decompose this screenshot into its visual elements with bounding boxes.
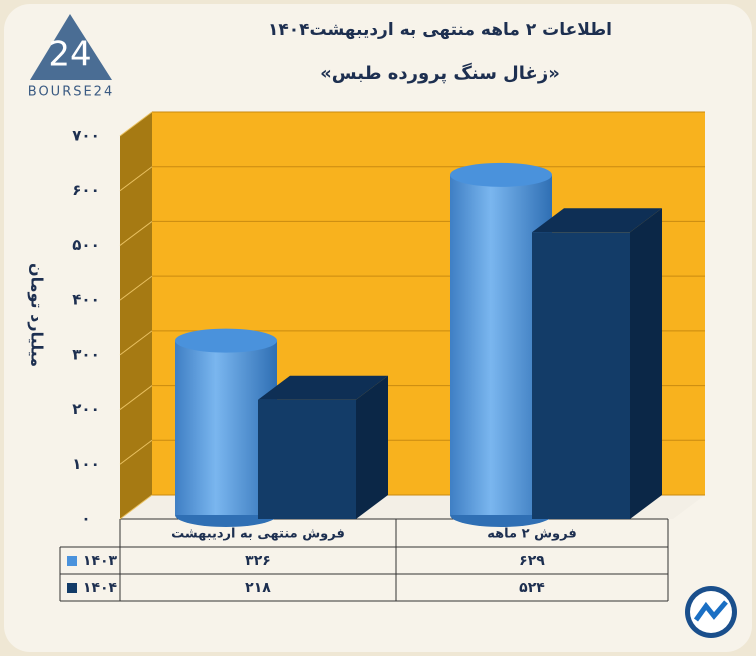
y-tick-label: ۰: [81, 510, 90, 528]
logo-text: BOURSE24: [28, 85, 114, 100]
side-grid-line: [119, 275, 153, 301]
value-label: ۵۲۴: [519, 580, 545, 596]
y-tick-label: ۱۰۰: [72, 455, 99, 473]
legend-swatch: [67, 556, 77, 566]
value-label: ۶۲۹: [519, 553, 545, 569]
chart-subtitle: «زغال سنگ پرورده طبس»: [320, 62, 560, 84]
y-tick-label: ۲۰۰: [72, 400, 99, 418]
side-grid-line: [119, 494, 153, 520]
bar: [532, 232, 630, 519]
logo-mark: 24: [48, 35, 91, 75]
y-tick-label: ۷۰۰: [72, 127, 99, 145]
side-wall: [120, 112, 152, 519]
bar-top: [532, 208, 662, 233]
side-grid-line: [119, 221, 153, 246]
side-grid-line: [119, 439, 153, 465]
x-tick-label: فروش ۲ ماهه: [487, 527, 576, 542]
side-grid-line: [119, 330, 153, 356]
value-label: ۳۲۶: [245, 553, 271, 569]
legend-label: ۱۴۰۳: [83, 553, 118, 569]
legend-swatch: [67, 583, 77, 593]
side-grid-line: [119, 166, 153, 192]
cylinder-top: [450, 162, 552, 187]
value-label: ۲۱۸: [245, 580, 271, 596]
cylinder-top: [175, 328, 277, 353]
y-tick-label: ۴۰۰: [72, 291, 99, 309]
x-tick-label: فروش منتهی به اردیبهشت: [171, 527, 345, 542]
side-grid-line: [119, 111, 153, 137]
legend-label: ۱۴۰۴: [83, 580, 118, 596]
y-tick-label: ۳۰۰: [72, 345, 99, 363]
brand-icon: [685, 586, 737, 638]
logo: 24 BOURSE24: [28, 14, 114, 100]
y-tick-label: ۵۰۰: [72, 236, 99, 254]
table: [59, 518, 669, 602]
bar-top: [258, 375, 388, 400]
chart-title: اطلاعات ۲ ماهه منتهی به اردیبهشت۱۴۰۴: [268, 20, 612, 40]
bar-side: [356, 375, 388, 519]
side-grid-line: [119, 385, 153, 410]
y-axis-label: میلیارد تومان: [28, 263, 47, 367]
y-tick-label: ۶۰۰: [72, 181, 99, 199]
bar: [258, 399, 356, 519]
bar-side: [630, 208, 662, 519]
